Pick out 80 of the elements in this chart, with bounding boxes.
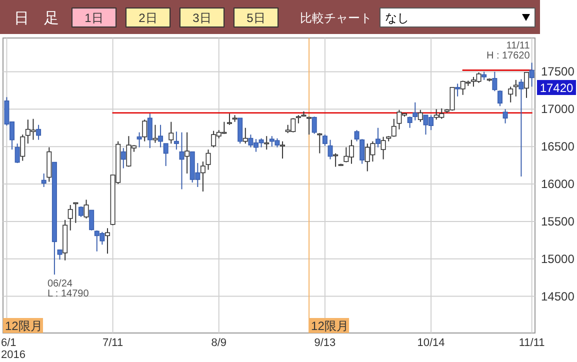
candlestick <box>57 249 62 260</box>
y-tick-label: 14500 <box>541 289 575 304</box>
candlestick <box>312 116 317 134</box>
annotation: 12限月 <box>5 319 42 333</box>
candlestick <box>497 90 502 107</box>
candlestick <box>174 131 179 150</box>
candlestick <box>84 199 89 219</box>
candlestick <box>264 136 270 150</box>
candlestick <box>518 78 524 178</box>
candlestick <box>407 116 412 128</box>
candlestick <box>360 138 365 164</box>
y-tick-label: 15500 <box>541 214 575 228</box>
candlestick <box>158 124 164 148</box>
candlestick <box>136 132 142 148</box>
candlestick <box>513 79 518 97</box>
text: 日 足 <box>14 10 59 27</box>
candlestick <box>242 127 248 144</box>
text: 17420 <box>540 81 574 95</box>
y-tick-label: 16500 <box>541 140 575 154</box>
annotation: 11/11 <box>506 40 530 52</box>
candlestick <box>412 102 418 121</box>
candlestick <box>78 206 84 218</box>
text: 1日 <box>84 11 104 25</box>
candlestick <box>317 132 322 154</box>
candlestick <box>529 62 534 88</box>
candlestick <box>89 210 94 231</box>
candlestick <box>376 127 380 148</box>
candlestick <box>168 121 174 144</box>
text: 5日 <box>246 11 266 25</box>
candlestick <box>73 202 78 224</box>
x-tick-label: 11/11 <box>518 337 545 349</box>
candlestick <box>354 130 360 142</box>
y-tick-label: 16000 <box>541 177 575 192</box>
candlestick <box>238 118 243 144</box>
candlestick <box>14 143 20 164</box>
x-tick-label: 7/11 <box>102 337 124 349</box>
candlestick <box>206 149 211 170</box>
y-tick-label: 17500 <box>541 64 575 79</box>
candlestick <box>380 136 386 160</box>
candlestick <box>418 109 423 122</box>
annotation: H : 17620 <box>486 50 530 62</box>
candlestick <box>306 116 312 136</box>
candlestick <box>508 86 514 103</box>
candlestick <box>391 118 396 138</box>
candlestick <box>142 119 148 142</box>
candlestick <box>328 139 333 160</box>
candlestick <box>524 72 530 98</box>
candlestick <box>333 152 338 168</box>
x-tick-label: 8/9 <box>211 337 227 349</box>
candlestick <box>120 148 126 169</box>
candlestick <box>226 113 232 126</box>
x-tick-label: 9/13 <box>314 337 336 349</box>
text: 2日 <box>138 11 158 25</box>
candlestick <box>104 228 110 254</box>
candlestick <box>455 83 460 97</box>
x-tick-label: 6/1 <box>1 337 16 349</box>
candlestick <box>184 132 190 174</box>
candlestick <box>152 124 158 144</box>
candlestick <box>36 124 42 140</box>
candlestick <box>41 173 46 188</box>
x-tick-label: 10/14 <box>417 337 445 349</box>
text: 2016 <box>1 349 26 361</box>
text: なし <box>385 11 409 25</box>
candlestick <box>163 143 168 167</box>
annotation: 12限月 <box>311 319 348 333</box>
y-tick-label: 17000 <box>541 102 575 116</box>
candlestick <box>322 134 328 146</box>
annotation: 06/24 <box>47 278 73 290</box>
annotation: L : 14790 <box>47 288 90 300</box>
candlestick <box>280 140 286 160</box>
candlestick <box>492 71 498 92</box>
candlestick <box>179 132 184 190</box>
candlestick <box>147 113 152 149</box>
text: 3日 <box>192 11 212 25</box>
candlestick <box>502 108 508 124</box>
candlestick <box>200 161 206 192</box>
candlestick <box>68 204 73 231</box>
y-tick-label: 15000 <box>541 252 575 266</box>
text: 比較チャート <box>300 11 372 25</box>
candlestick <box>20 134 26 162</box>
